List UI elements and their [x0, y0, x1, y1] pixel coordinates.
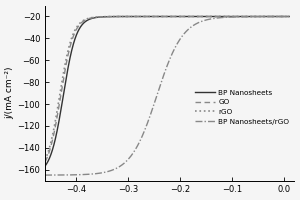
- BP Nanosheets/rGO: [238, 16, 242, 18]
- Line: BP Nanosheets/rGO: BP Nanosheets/rGO: [45, 17, 289, 175]
- GO: [238, 15, 242, 18]
- rGO: [238, 15, 242, 18]
- BP Nanosheets: [287, 15, 291, 18]
- BP Nanosheets: [234, 15, 237, 18]
- GO: [234, 15, 237, 18]
- BP Nanosheets/rGO: [43, 174, 47, 176]
- rGO: [151, 15, 154, 18]
- BP Nanosheets: [151, 15, 154, 18]
- GO: [68, 46, 72, 48]
- rGO: [287, 15, 291, 18]
- BP Nanosheets/rGO: [287, 15, 291, 18]
- rGO: [43, 159, 47, 161]
- BP Nanosheets/rGO: [234, 16, 237, 18]
- Line: rGO: rGO: [45, 16, 289, 160]
- BP Nanosheets/rGO: [142, 131, 146, 134]
- GO: [211, 15, 214, 18]
- BP Nanosheets/rGO: [68, 174, 72, 176]
- BP Nanosheets: [68, 57, 72, 59]
- BP Nanosheets/rGO: [151, 107, 154, 110]
- BP Nanosheets: [142, 15, 146, 18]
- GO: [287, 15, 291, 18]
- rGO: [142, 15, 146, 18]
- rGO: [211, 15, 214, 18]
- GO: [43, 161, 47, 163]
- rGO: [234, 15, 237, 18]
- Line: GO: GO: [45, 16, 289, 162]
- BP Nanosheets: [43, 165, 47, 167]
- Line: BP Nanosheets: BP Nanosheets: [45, 16, 289, 166]
- BP Nanosheets/rGO: [211, 17, 214, 20]
- Legend: BP Nanosheets, GO, rGO, BP Nanosheets/rGO: BP Nanosheets, GO, rGO, BP Nanosheets/rG…: [193, 88, 291, 126]
- Y-axis label: j/(mA cm⁻²): j/(mA cm⁻²): [6, 67, 15, 119]
- BP Nanosheets: [211, 15, 214, 18]
- rGO: [68, 42, 72, 44]
- GO: [142, 15, 146, 18]
- GO: [151, 15, 154, 18]
- BP Nanosheets: [238, 15, 242, 18]
